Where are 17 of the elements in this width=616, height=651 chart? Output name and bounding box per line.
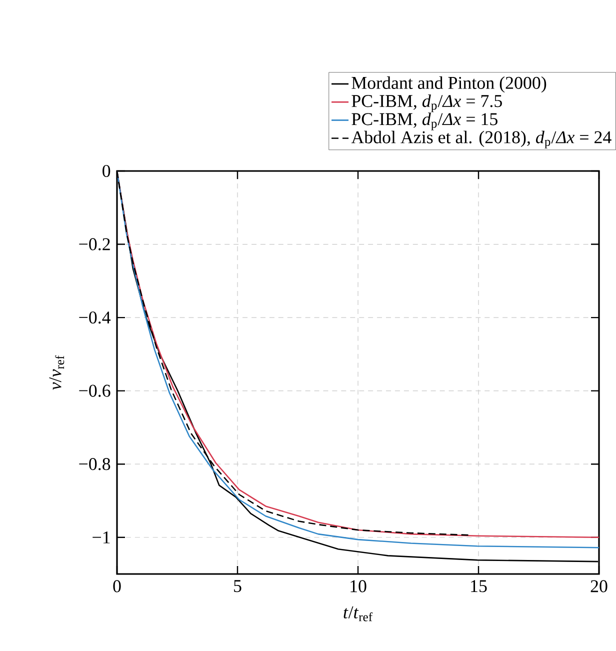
x-tick-label: 0 <box>113 580 121 592</box>
y-tick-label: −0.2 <box>79 238 110 250</box>
y-tick-label: −0.4 <box>79 311 111 324</box>
y-tick-label: −0.8 <box>79 458 110 470</box>
legend-label: PC-IBM, d$_{p}$/Δx = 7.5 <box>352 94 502 112</box>
legend-label: Mordant and Pinton (2000) <box>352 76 546 93</box>
y-tick-label: −1 <box>92 531 110 544</box>
x-tick-label: 15 <box>471 580 487 592</box>
legend-label: Abdol Azis et al. (2018), d$_{p}$/Δx = 24 <box>351 130 612 148</box>
legend-label: PC-IBM, d$_{p}$/Δx = 15 <box>352 112 498 130</box>
y-axis-title: v/v$_{ref}$ <box>49 355 64 390</box>
x-axis-title: t/t$_{ref}$ <box>344 606 373 622</box>
x-tick-label: 20 <box>590 580 608 592</box>
y-tick-label: −0.6 <box>79 384 110 397</box>
y-tick-label: 0 <box>102 164 110 178</box>
x-tick-label: 5 <box>234 580 242 592</box>
x-tick-label: 10 <box>350 580 366 592</box>
